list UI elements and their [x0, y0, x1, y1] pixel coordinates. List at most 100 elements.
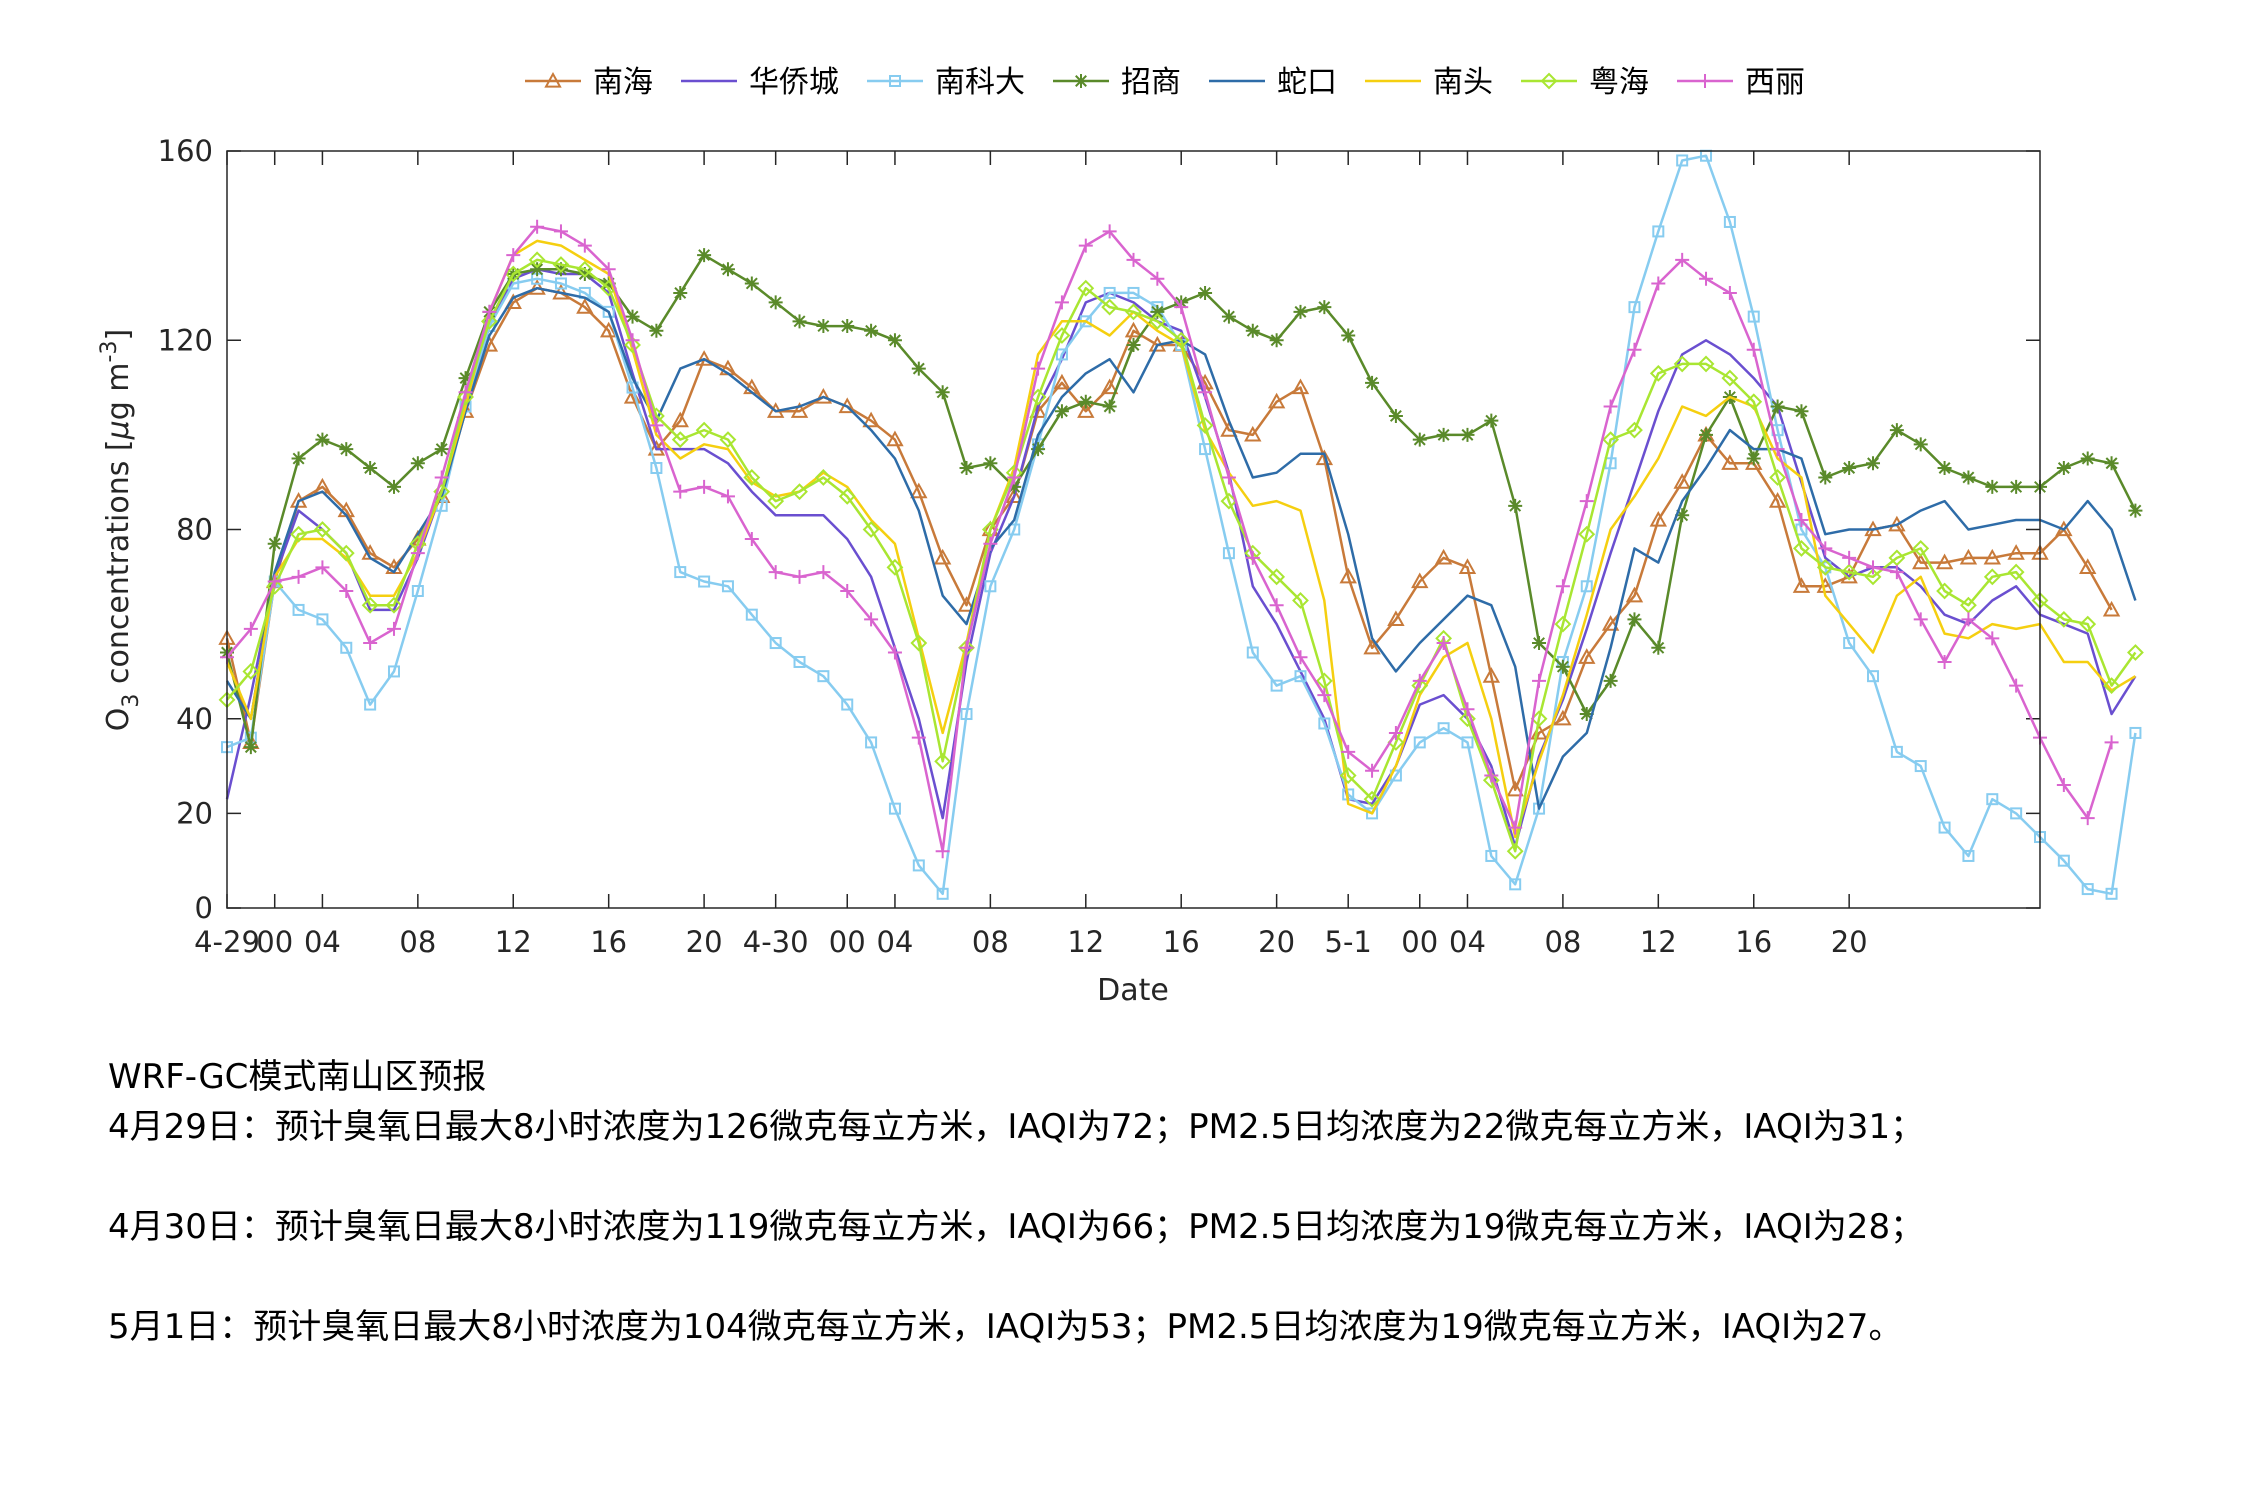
data-point [457, 388, 474, 406]
data-point [697, 248, 712, 263]
data-point [1651, 640, 1666, 655]
data-point [1482, 667, 1501, 683]
data-point [1509, 878, 1522, 891]
data-point [1889, 423, 1904, 438]
data-point [1676, 154, 1689, 167]
data-point [1960, 596, 1977, 614]
data-point [767, 492, 785, 510]
data-point [1198, 285, 1213, 300]
y-tick-label: 20 [176, 796, 213, 830]
data-point [864, 612, 879, 627]
data-point [1890, 745, 1903, 758]
data-point [936, 887, 949, 900]
data-point [1365, 375, 1380, 390]
data-point [934, 752, 952, 770]
data-point [1816, 558, 1834, 576]
data-point [1912, 553, 1930, 570]
data-point [1053, 373, 1071, 390]
data-point [1555, 579, 1570, 594]
data-point [577, 267, 592, 282]
legend-item-招商: 招商 [1053, 65, 1181, 100]
series-line [226, 258, 2137, 853]
data-point [886, 430, 904, 447]
data-point [888, 802, 901, 815]
data-point [769, 637, 782, 650]
data-point [2104, 456, 2119, 471]
data-point [864, 323, 879, 338]
data-point [960, 708, 973, 721]
data-point [316, 613, 329, 626]
data-point [458, 371, 473, 386]
data-point [840, 319, 855, 334]
forecast-day-5-1: 5月1日：预计臭氧日最大8小时浓度为104微克每立方米，IAQI为53；PM2.… [108, 1307, 1903, 1347]
data-point [983, 536, 998, 551]
data-point [1508, 820, 1523, 835]
data-point [267, 574, 282, 589]
data-point [841, 698, 854, 711]
data-point [1627, 342, 1642, 357]
data-point [1412, 432, 1427, 447]
data-point [744, 276, 759, 291]
data-point [1245, 550, 1260, 565]
data-point [1697, 355, 1715, 373]
data-point [1937, 460, 1952, 475]
data-point [1699, 427, 1714, 442]
x-tick-label: 16 [590, 925, 627, 959]
legend-label: 华侨城 [749, 65, 839, 100]
legend-label: 粤海 [1589, 65, 1649, 100]
data-point [2080, 811, 2095, 826]
data-point [2009, 479, 2024, 494]
data-point [243, 621, 258, 636]
series-lines [218, 149, 2144, 900]
legend-item-华侨城: 华侨城 [681, 65, 839, 100]
data-point [1078, 394, 1093, 409]
data-point [553, 224, 568, 239]
data-point [911, 361, 926, 376]
data-point [1484, 413, 1499, 428]
legend-marker [1540, 72, 1558, 90]
data-point [1652, 225, 1665, 238]
data-point [983, 456, 998, 471]
data-point [933, 548, 952, 565]
data-point [1746, 342, 1761, 357]
x-tick-label: 16 [1163, 925, 1200, 959]
data-point [2056, 777, 2071, 792]
data-point [1506, 842, 1524, 860]
data-point [576, 260, 594, 278]
data-point [530, 262, 545, 277]
x-tick-label: 12 [1640, 925, 1677, 959]
data-point [364, 698, 377, 711]
data-point [1054, 295, 1069, 310]
data-point [1935, 553, 1954, 570]
data-point [1746, 451, 1761, 466]
data-point [2104, 735, 2119, 750]
data-point [792, 314, 807, 329]
data-point [1579, 707, 1594, 722]
data-point [814, 469, 832, 486]
data-point [363, 460, 378, 475]
data-point [506, 248, 521, 263]
data-point [1580, 580, 1593, 593]
data-point [1747, 310, 1760, 323]
data-point [1699, 271, 1714, 286]
data-point [339, 584, 354, 599]
data-point [1436, 636, 1451, 651]
legend-marker [1698, 74, 1712, 88]
data-point [1031, 361, 1046, 376]
legend-label: 南头 [1433, 65, 1493, 100]
data-point [387, 665, 400, 678]
data-point [2009, 678, 2024, 693]
data-point [1986, 793, 1999, 806]
data-point [1412, 673, 1427, 688]
data-point [1196, 416, 1214, 434]
data-point [1961, 470, 1976, 485]
data-point [887, 645, 902, 660]
data-point [1221, 309, 1236, 324]
x-tick-label: 4-30 [743, 925, 809, 959]
data-point [361, 596, 379, 614]
data-point [599, 321, 618, 338]
data-point [1722, 285, 1737, 300]
data-point [552, 256, 570, 273]
data-point [1102, 399, 1117, 414]
data-point [1792, 577, 1811, 593]
